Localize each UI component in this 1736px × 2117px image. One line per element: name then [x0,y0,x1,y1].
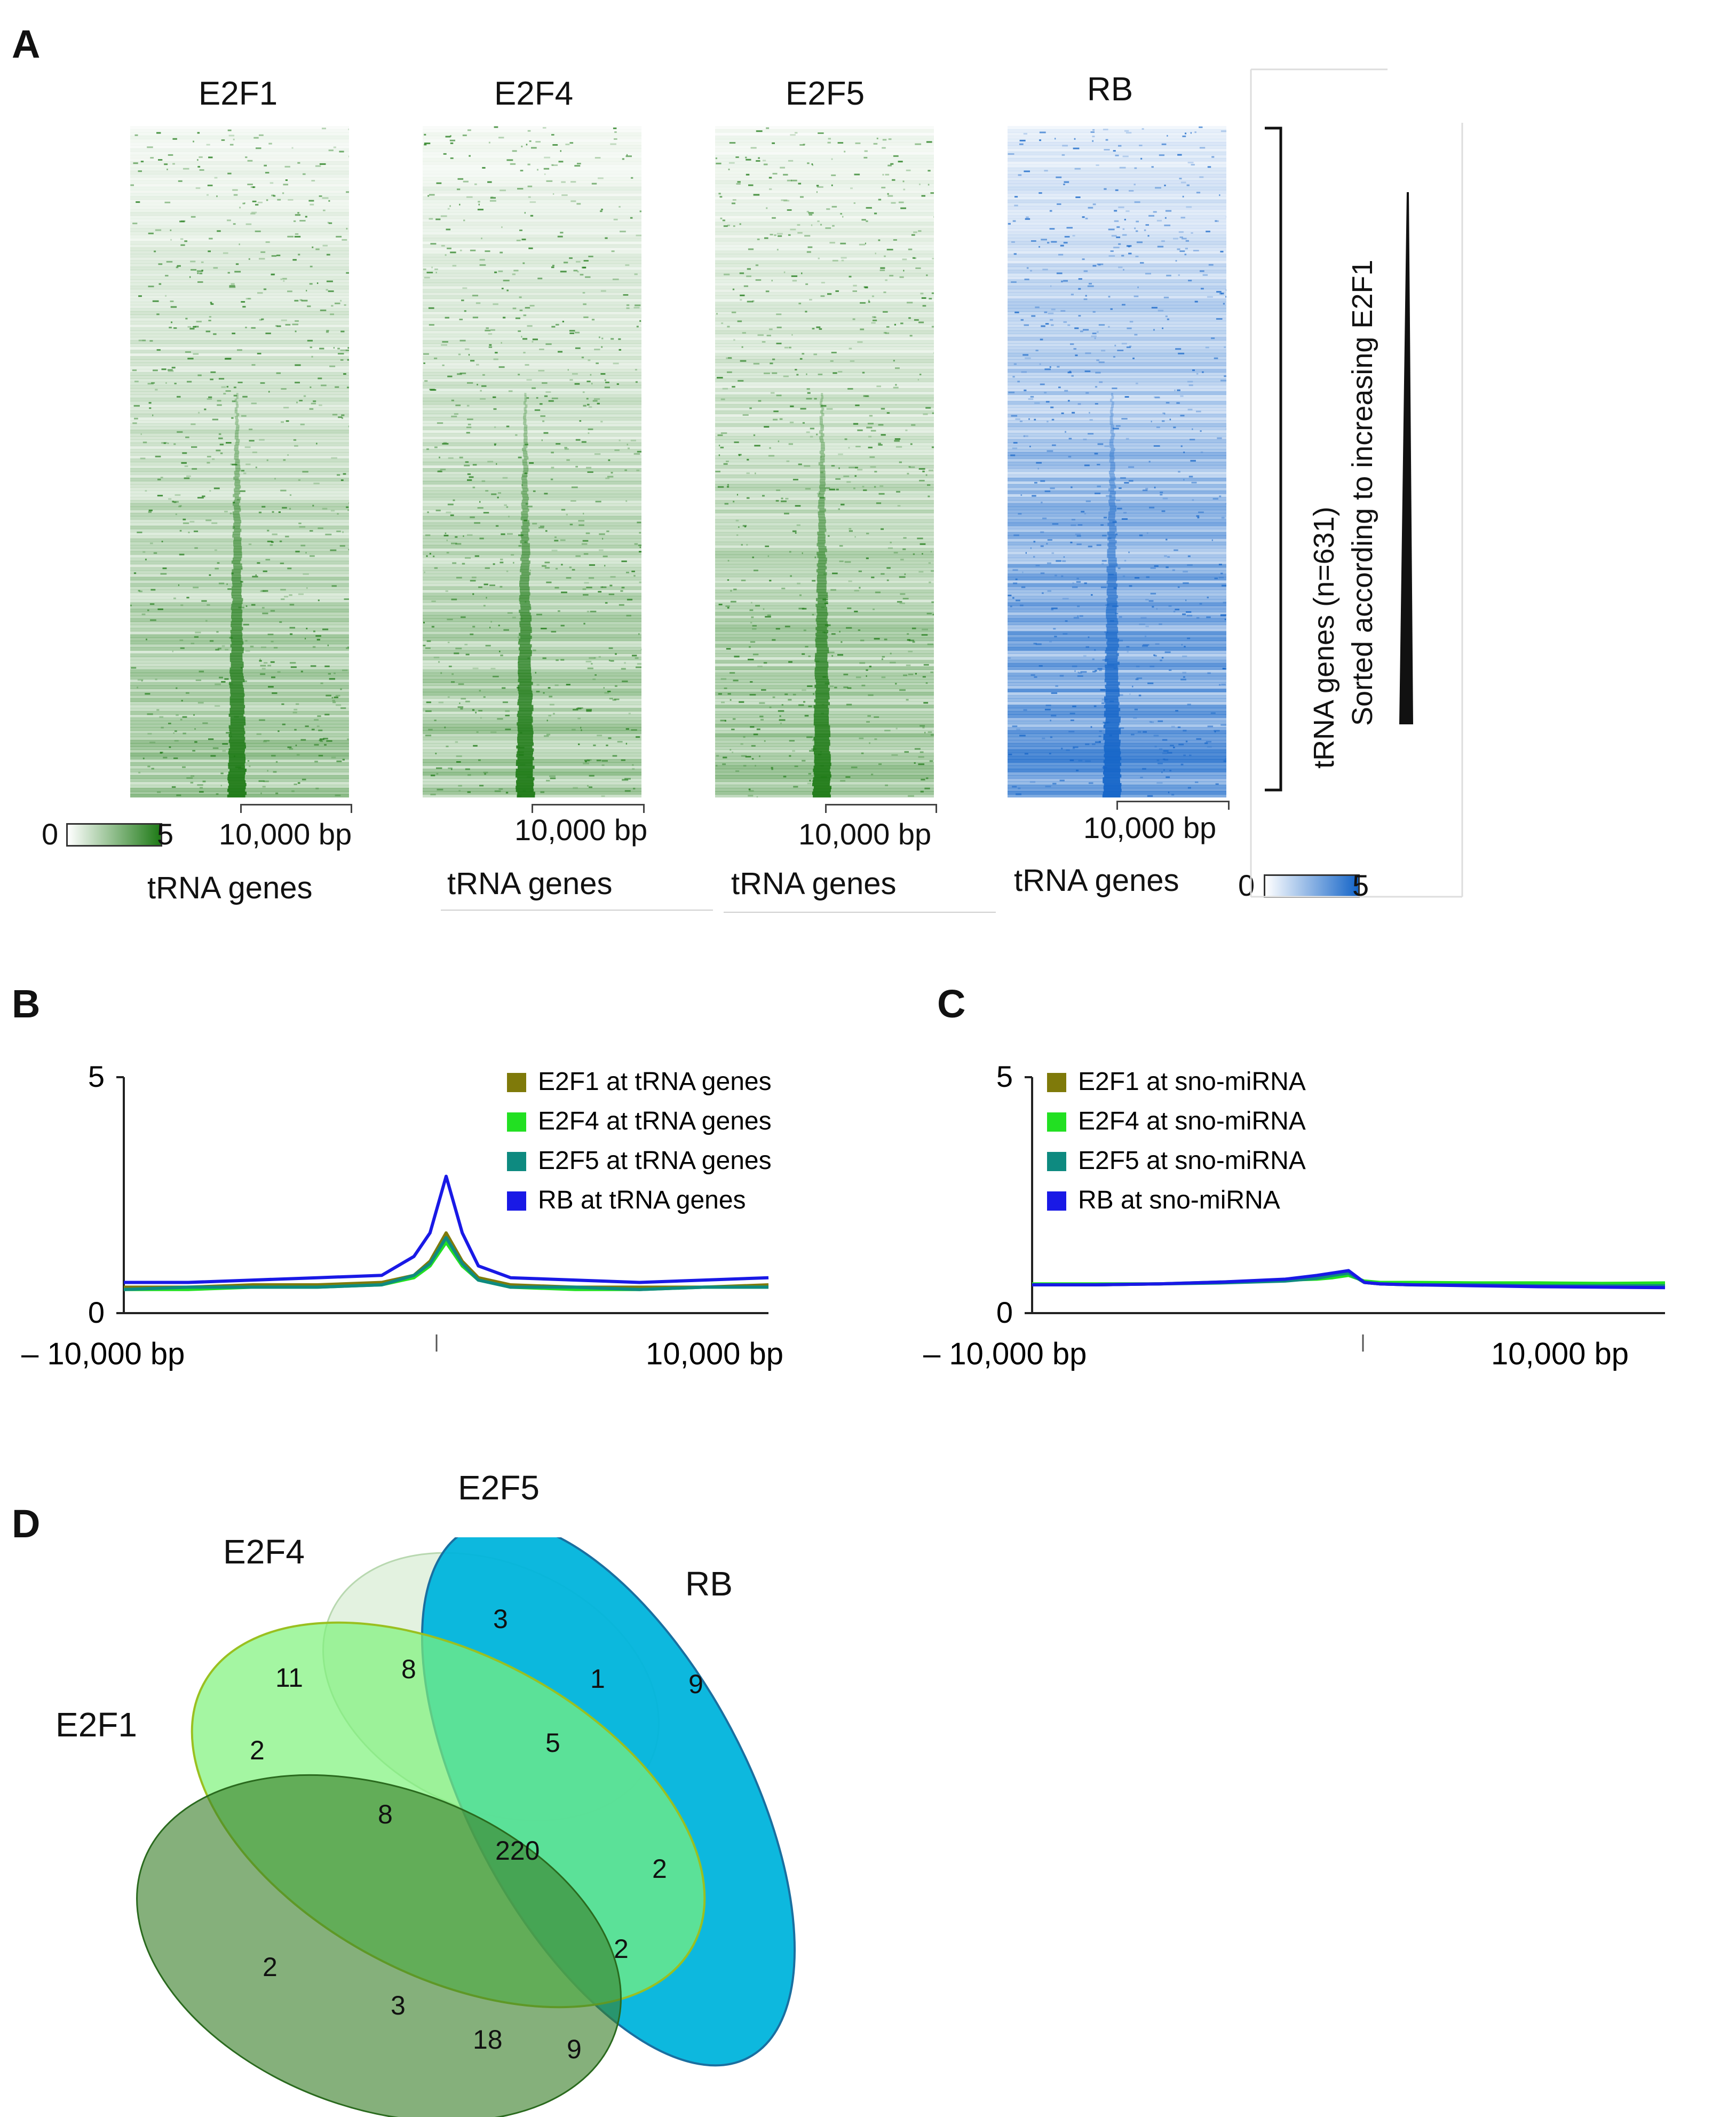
venn-count: 2 [250,1735,265,1765]
x-tick-label: 10,000 bp [1491,1337,1629,1371]
legend-swatch [1047,1073,1066,1092]
xlabel-e2f5: tRNA genes [731,866,897,901]
venn-count: 220 [495,1836,540,1866]
bp-label-e2f4: 10,000 bp [514,813,648,847]
blue-colorbar [1264,874,1360,898]
bp-label-e2f1: 10,000 bp [219,817,352,851]
venn-count: 8 [401,1654,416,1684]
venn-count: 2 [652,1854,667,1884]
xlabel-rb: tRNA genes [1014,863,1179,898]
heatmap-title-rb: RB [1087,71,1133,108]
scale-ruler-rb [1116,801,1230,810]
y-tick-label: 5 [88,1060,105,1093]
legend-swatch [507,1112,526,1132]
green-scale-min: 0 [42,817,59,851]
green-scale-max: 5 [157,817,174,851]
x-tick-label: 10,000 bp [646,1337,783,1371]
legend-swatch [1047,1152,1066,1171]
divider [724,912,996,913]
venn-label-e2f4: E2F4 [223,1533,305,1571]
heatmap-title-e2f5: E2F5 [785,75,865,112]
venn-count: 9 [567,2034,582,2064]
y-tick-label: 0 [996,1296,1013,1329]
legend-label: RB at tRNA genes [538,1186,746,1214]
series-line [124,1174,769,1284]
series-line [1032,1269,1666,1290]
heatmap-title-e2f1: E2F1 [198,75,278,112]
heatmap-e2f5 [715,126,934,797]
venn-label-e2f1: E2F1 [56,1705,137,1744]
legend-label: E2F4 at tRNA genes [538,1107,772,1135]
side-label-sorted: Sorted according to increasing E2F1 [1346,259,1378,726]
legend-label: E2F1 at sno-miRNA [1078,1068,1306,1096]
side-bracket [1250,68,1463,898]
x-tick-label: – 10,000 bp [923,1337,1087,1371]
legend-label: E2F5 at sno-miRNA [1078,1147,1306,1175]
bp-label-rb: 10,000 bp [1083,811,1217,844]
legend-label: RB at sno-miRNA [1078,1186,1280,1214]
bp-label-e2f5: 10,000 bp [798,817,932,851]
venn-count: 3 [493,1604,508,1634]
panel-label-b: B [12,982,41,1026]
venn-set-e2f1 [136,1774,622,2117]
xlabel-e2f4: tRNA genes [447,866,613,901]
legend-label: E2F4 at sno-miRNA [1078,1107,1306,1135]
venn-count: 9 [688,1669,703,1699]
panel-label-a: A [12,22,41,66]
profile-chart-sno-mirna: 0 5 – 10,000 bp 10,000 bp E2F1 at sno-miRNA E… [923,1060,1666,1371]
heatmap-e2f1 [130,126,349,797]
legend-swatch [507,1073,526,1092]
legend-label: E2F1 at tRNA genes [538,1068,772,1096]
legend-swatch [1047,1112,1066,1132]
heatmap-e2f4 [423,126,641,797]
green-colorbar [66,823,162,847]
legend-swatch [1047,1191,1066,1211]
venn-label-e2f5: E2F5 [458,1468,540,1507]
venn-diagram [136,1537,796,2117]
side-label-n: tRNA genes (n=631) [1308,507,1340,769]
venn-count: 2 [263,1952,278,1982]
series-line [123,1236,768,1291]
venn-count: 11 [275,1663,303,1693]
panel-label-c: C [937,982,966,1026]
venn-count: 8 [378,1799,393,1829]
heatmap-title-e2f4: E2F4 [494,75,574,112]
scale-ruler-e2f4 [532,804,645,813]
venn-count: 2 [614,1934,629,1964]
heatmap-rb [1008,126,1226,797]
divider [441,910,713,911]
xlabel-e2f1: tRNA genes [147,871,313,905]
venn-count: 1 [590,1664,605,1694]
increasing-triangle [1399,192,1413,724]
venn-label-rb: RB [685,1565,733,1603]
scale-ruler-e2f5 [825,804,937,813]
profile-chart-trna: 0 5 – 10,000 bp 10,000 bp E2F1 at tRNA genes… [21,1060,783,1371]
scale-ruler-e2f1 [240,804,352,813]
venn-count: 18 [473,2025,503,2055]
venn-count: 5 [545,1728,560,1758]
panel-label-d: D [12,1502,41,1546]
legend-label: E2F5 at tRNA genes [538,1147,772,1175]
series-line [1032,1274,1666,1286]
x-tick-label: – 10,000 bp [21,1337,185,1371]
y-tick-label: 5 [996,1060,1013,1093]
y-tick-label: 0 [88,1296,105,1329]
venn-count: 3 [391,1990,406,2020]
legend-swatch [507,1152,526,1171]
legend-swatch [507,1191,526,1211]
